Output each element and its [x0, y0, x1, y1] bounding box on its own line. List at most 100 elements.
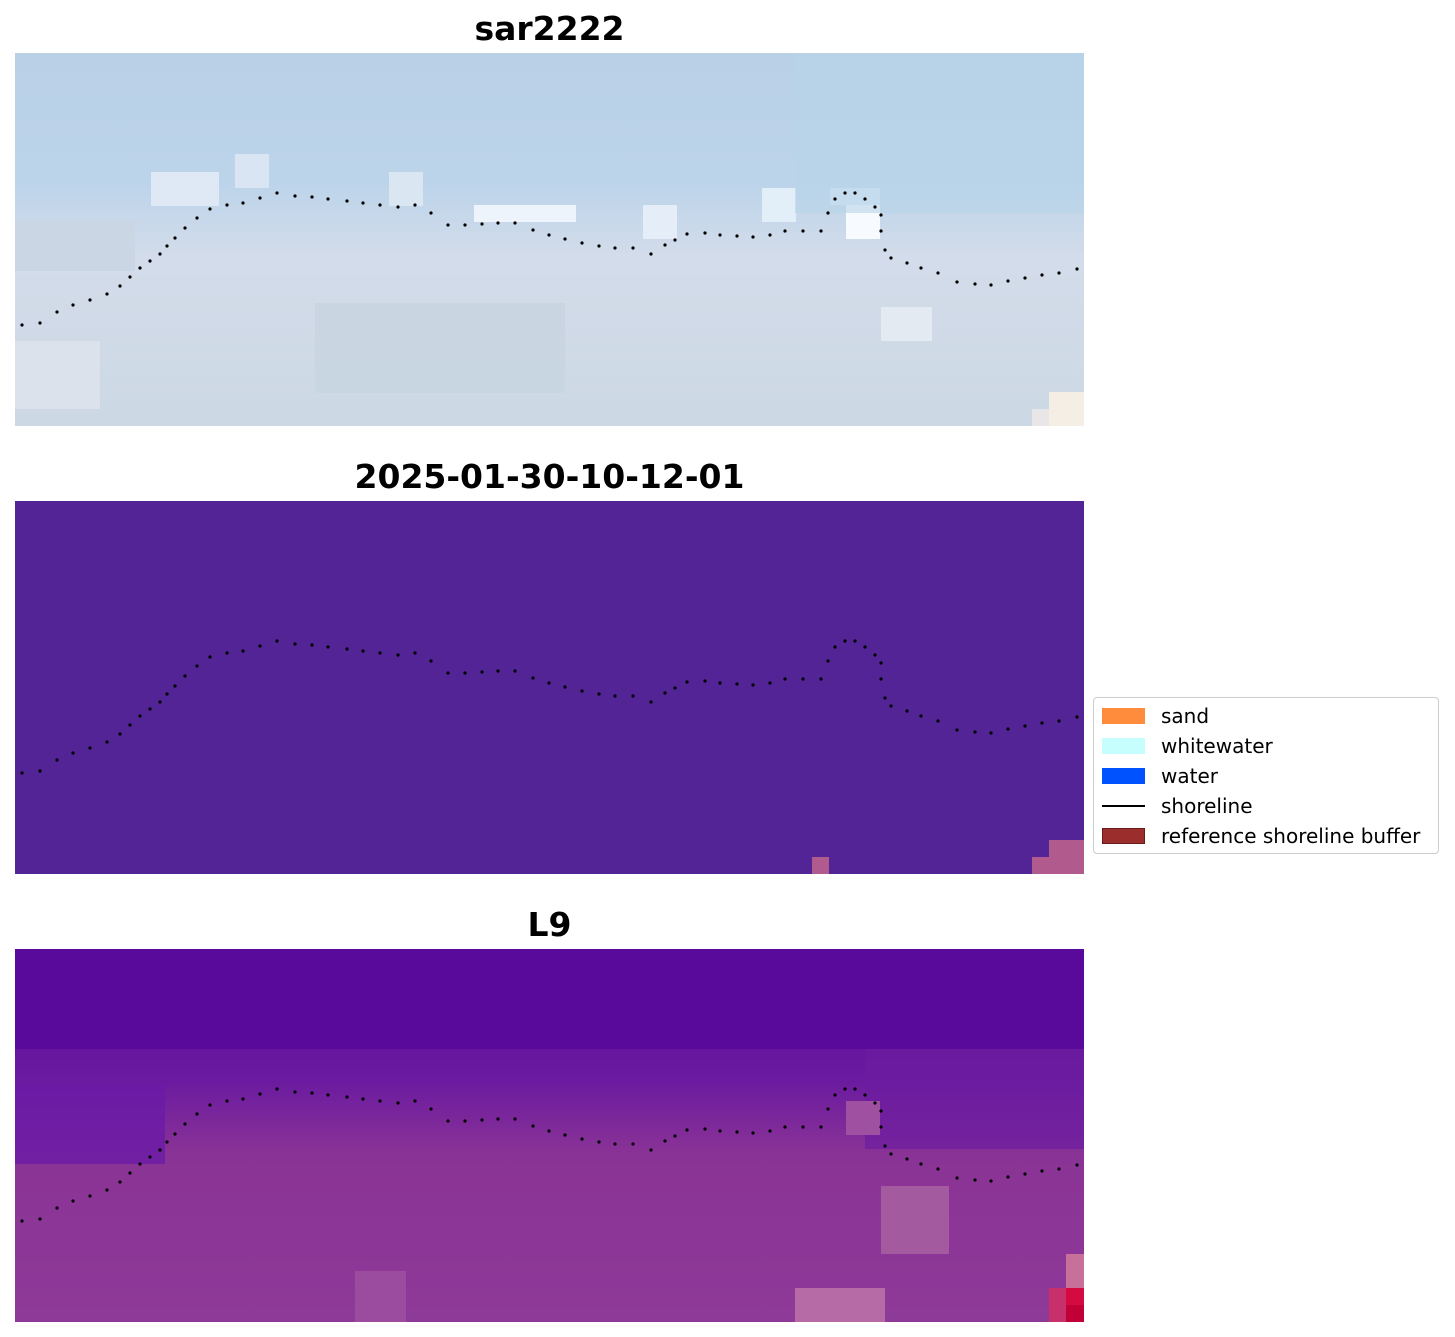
- shoreline-dot: [563, 237, 567, 241]
- shoreline-dot: [613, 246, 617, 250]
- shoreline-dot: [429, 659, 433, 663]
- shoreline-dot: [580, 1137, 584, 1141]
- shoreline-dot: [826, 1107, 830, 1111]
- shoreline-dot: [833, 197, 837, 201]
- shoreline-dot: [853, 639, 857, 643]
- shoreline-dot: [345, 199, 349, 203]
- shoreline-dot: [496, 1117, 500, 1121]
- shoreline-dot: [158, 252, 162, 256]
- shoreline-dot: [310, 643, 314, 647]
- shoreline-dot: [118, 284, 122, 288]
- shoreline-dot: [165, 244, 169, 248]
- shoreline-dot: [883, 1144, 887, 1148]
- shoreline-dot: [165, 1140, 169, 1144]
- shoreline-dot: [241, 1097, 245, 1101]
- whitewater-swatch: [1102, 738, 1145, 754]
- shoreline-dot: [889, 704, 893, 708]
- pixel-patch: [812, 857, 829, 874]
- shoreline-dot: [148, 1155, 152, 1159]
- shoreline-dot: [989, 731, 993, 735]
- shoreline-dot: [463, 671, 467, 675]
- shoreline-dot: [905, 261, 909, 265]
- shoreline-dot: [955, 280, 959, 284]
- shoreline-dot: [326, 645, 330, 649]
- shoreline-dot: [326, 197, 330, 201]
- shoreline-dot: [480, 1118, 484, 1122]
- shoreline-dot: [663, 691, 667, 695]
- shoreline-dot: [496, 221, 500, 225]
- panel-3-title: L9: [527, 905, 572, 944]
- shoreline-dot: [863, 645, 867, 649]
- shoreline-dot: [1057, 271, 1061, 275]
- shoreline-dot: [293, 1090, 297, 1094]
- classification-image: [15, 501, 1084, 874]
- shoreline-dot: [1040, 721, 1044, 725]
- shoreline-dot: [128, 723, 132, 727]
- shoreline-dot: [429, 1107, 433, 1111]
- shoreline-dot: [547, 1129, 551, 1133]
- shoreline-dot: [879, 1109, 883, 1113]
- shoreline-dot: [768, 233, 772, 237]
- shoreline-dot: [783, 677, 787, 681]
- shoreline-dot: [429, 211, 433, 215]
- shoreline-dot: [703, 231, 707, 235]
- shoreline-dot: [1023, 276, 1027, 280]
- shoreline-dot: [361, 201, 365, 205]
- shoreline-dot: [1006, 279, 1010, 283]
- shoreline-dot: [446, 223, 450, 227]
- shoreline-dot: [1023, 1172, 1027, 1176]
- shoreline-dot: [833, 645, 837, 649]
- shoreline-dot: [293, 194, 297, 198]
- shoreline-dot: [783, 229, 787, 233]
- shoreline-dot: [703, 1127, 707, 1131]
- shoreline-dot: [819, 1125, 823, 1129]
- shoreline-dot: [673, 1134, 677, 1138]
- shoreline-dot: [905, 709, 909, 713]
- shoreline-dot: [663, 1139, 667, 1143]
- shoreline-dot: [55, 1206, 59, 1210]
- shoreline-dot: [148, 707, 152, 711]
- legend-item-water: water: [1102, 764, 1218, 788]
- shoreline-dot: [531, 228, 535, 232]
- shoreline-dot: [735, 682, 739, 686]
- shoreline-dot: [563, 1133, 567, 1137]
- shoreline-dot: [413, 651, 417, 655]
- shoreline-dot: [1023, 724, 1027, 728]
- shoreline-dot: [158, 1148, 162, 1152]
- shoreline-dot: [88, 746, 92, 750]
- shoreline-dots: [20, 1087, 1079, 1223]
- shoreline-dot: [853, 1087, 857, 1091]
- shoreline-dot: [396, 653, 400, 657]
- pixel-patch: [1049, 840, 1084, 857]
- shoreline-dot: [173, 1132, 177, 1136]
- shoreline-dot: [158, 700, 162, 704]
- shoreline-dot: [853, 191, 857, 195]
- shoreline-dot: [685, 680, 689, 684]
- shoreline-dot: [879, 677, 883, 681]
- shoreline-dot: [118, 732, 122, 736]
- shoreline-dot: [936, 719, 940, 723]
- shoreline-dot: [1075, 715, 1079, 719]
- shoreline-dot: [396, 1101, 400, 1105]
- shoreline-dot: [513, 669, 517, 673]
- shoreline-dot: [195, 664, 199, 668]
- shoreline-dot: [547, 233, 551, 237]
- shoreline-dot: [873, 1101, 877, 1105]
- shoreline-dot: [258, 1092, 262, 1096]
- shoreline-dot: [275, 639, 279, 643]
- shoreline-dot: [275, 191, 279, 195]
- image-background: [15, 501, 1084, 874]
- shoreline-dot: [138, 714, 142, 718]
- shoreline-dot: [275, 1087, 279, 1091]
- shoreline-dot: [55, 310, 59, 314]
- shoreline-swatch: [1102, 805, 1145, 807]
- shoreline-dot: [879, 1125, 883, 1129]
- shoreline-dot: [936, 1167, 940, 1171]
- shoreline-dot: [819, 677, 823, 681]
- legend-item-reference-buffer: reference shoreline buffer: [1102, 824, 1420, 848]
- shoreline-dot: [208, 655, 212, 659]
- shoreline-dot: [879, 213, 883, 217]
- shoreline-dot: [863, 1093, 867, 1097]
- shoreline-dot: [936, 271, 940, 275]
- shoreline-dot: [751, 1131, 755, 1135]
